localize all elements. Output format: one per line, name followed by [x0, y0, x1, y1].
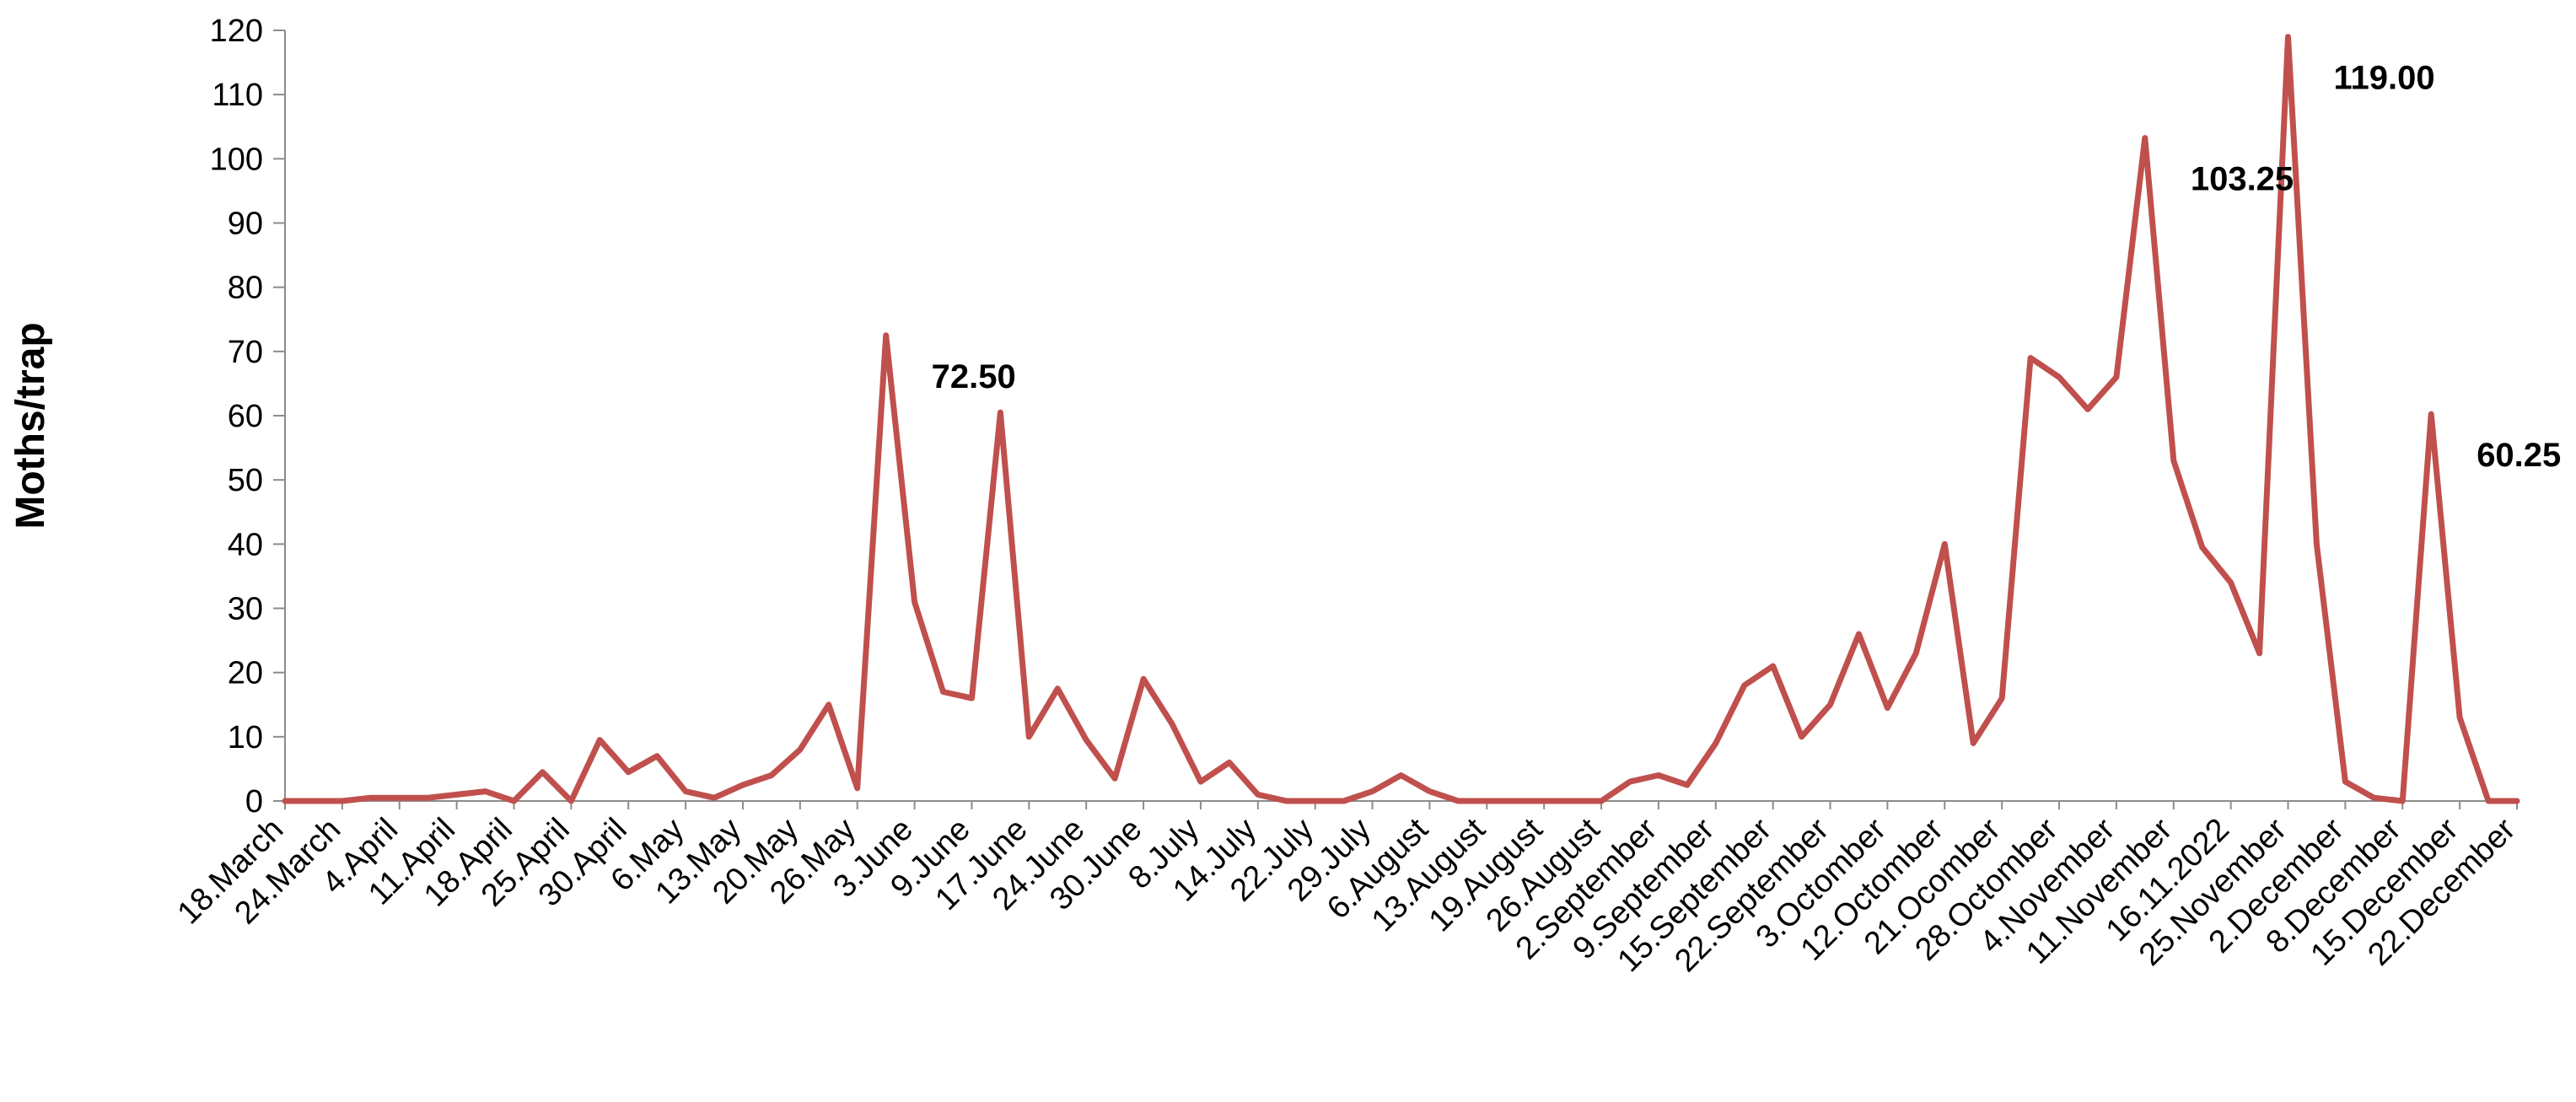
y-tick-label: 50: [228, 463, 263, 498]
y-tick-label: 110: [212, 78, 263, 113]
peak-annotation: 119.00: [2334, 60, 2435, 97]
y-tick-label: 120: [210, 13, 263, 49]
series-line-group: [282, 34, 2520, 804]
y-tick-label: 30: [228, 592, 263, 627]
y-tick-label: 70: [228, 335, 263, 370]
y-tick-label: 20: [228, 656, 263, 691]
series-line: [282, 34, 2520, 804]
peak-annotation: 60.25: [2477, 437, 2561, 474]
x-axis: 18.March24.March4.April11.April18.April2…: [171, 800, 2523, 979]
y-axis: 0 10 20 30 40 50 60 70 80 90 100 110 120: [210, 13, 286, 820]
peak-annotation: 72.50: [932, 358, 1016, 395]
y-tick-label: 80: [228, 271, 263, 306]
y-tick-label: 100: [210, 142, 263, 177]
y-tick-label: 40: [228, 527, 263, 562]
y-tick-label: 90: [228, 207, 263, 242]
y-axis-title: Moths/trap: [8, 322, 53, 529]
annotation-group: 72.50 103.25 119.00 60.25: [932, 60, 2562, 474]
y-tick-label: 60: [228, 399, 263, 434]
y-tick-label: 10: [228, 720, 263, 755]
peak-annotation: 103.25: [2191, 161, 2294, 198]
y-tick-label: 0: [245, 784, 263, 820]
